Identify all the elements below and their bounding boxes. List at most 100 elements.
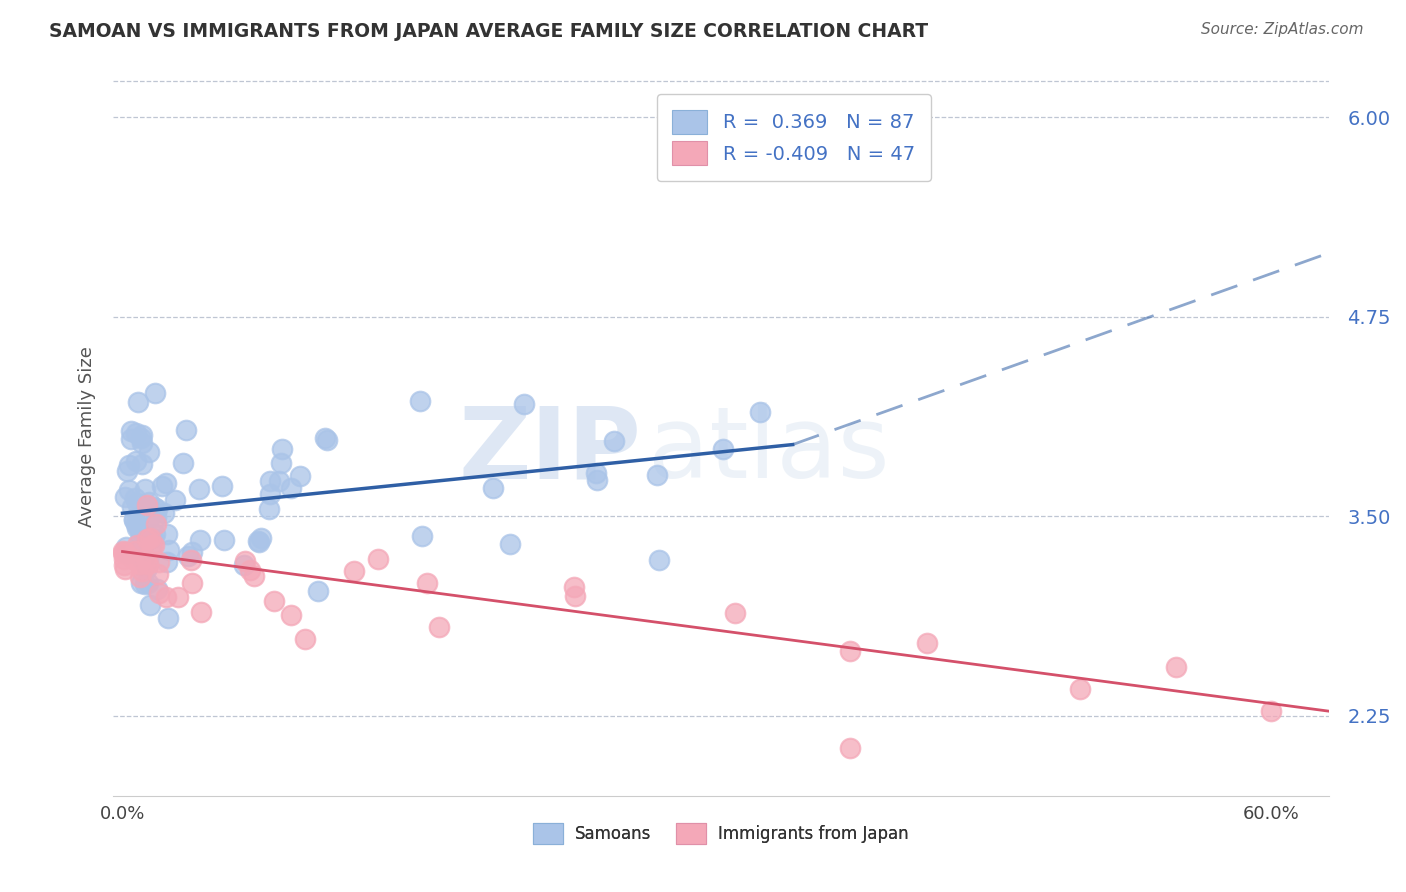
Point xyxy=(146,582,169,596)
Text: SAMOAN VS IMMIGRANTS FROM JAPAN AVERAGE FAMILY SIZE CORRELATION CHART: SAMOAN VS IMMIGRANTS FROM JAPAN AVERAGE … xyxy=(49,22,928,41)
Point xyxy=(124,491,146,505)
Point xyxy=(146,567,169,582)
Point xyxy=(124,544,146,558)
Point xyxy=(139,598,162,612)
Text: Source: ZipAtlas.com: Source: ZipAtlas.com xyxy=(1201,22,1364,37)
Point xyxy=(314,432,336,446)
Point xyxy=(343,564,366,578)
Point xyxy=(118,483,141,498)
Point xyxy=(145,517,167,532)
Point xyxy=(128,533,150,547)
Point xyxy=(143,526,166,541)
Point xyxy=(748,404,770,418)
Point xyxy=(138,445,160,459)
Point xyxy=(839,644,862,658)
Point xyxy=(247,535,270,549)
Point xyxy=(124,516,146,531)
Point xyxy=(127,538,149,552)
Point xyxy=(257,501,280,516)
Point xyxy=(112,546,135,560)
Point xyxy=(1069,681,1091,696)
Point xyxy=(141,537,163,551)
Point xyxy=(146,502,169,516)
Point xyxy=(212,533,235,547)
Point xyxy=(269,474,291,488)
Point xyxy=(259,486,281,500)
Point xyxy=(136,576,159,591)
Point xyxy=(131,428,153,442)
Point xyxy=(190,605,212,619)
Point xyxy=(112,558,135,572)
Point xyxy=(156,555,179,569)
Point xyxy=(121,500,143,514)
Point xyxy=(647,553,669,567)
Point xyxy=(139,543,162,558)
Point xyxy=(122,513,145,527)
Point xyxy=(127,395,149,409)
Point xyxy=(247,533,270,548)
Point xyxy=(129,576,152,591)
Point xyxy=(157,542,180,557)
Point xyxy=(367,552,389,566)
Text: atlas: atlas xyxy=(648,402,890,500)
Point xyxy=(112,551,135,566)
Point xyxy=(155,475,177,490)
Point xyxy=(125,495,148,509)
Point xyxy=(114,491,136,505)
Point xyxy=(290,469,312,483)
Point xyxy=(427,619,450,633)
Point xyxy=(711,442,734,456)
Point xyxy=(129,569,152,583)
Point xyxy=(839,740,862,755)
Point xyxy=(280,481,302,495)
Point xyxy=(156,611,179,625)
Point xyxy=(263,594,285,608)
Point xyxy=(408,393,430,408)
Point xyxy=(585,466,607,480)
Point xyxy=(498,536,520,550)
Point xyxy=(915,636,938,650)
Point xyxy=(645,468,668,483)
Point xyxy=(131,436,153,450)
Point xyxy=(512,396,534,410)
Point xyxy=(181,575,204,590)
Point xyxy=(415,575,437,590)
Point xyxy=(148,586,170,600)
Point xyxy=(150,479,173,493)
Point xyxy=(138,495,160,509)
Point xyxy=(233,558,256,572)
Point xyxy=(270,456,292,470)
Point xyxy=(177,549,200,564)
Point xyxy=(152,506,174,520)
Point xyxy=(134,483,156,497)
Point xyxy=(129,524,152,539)
Point xyxy=(307,584,329,599)
Point xyxy=(131,552,153,566)
Point xyxy=(163,492,186,507)
Point xyxy=(724,607,747,621)
Point xyxy=(145,509,167,524)
Point xyxy=(135,533,157,547)
Point xyxy=(125,521,148,535)
Point xyxy=(174,423,197,437)
Point xyxy=(122,552,145,566)
Point xyxy=(1260,705,1282,719)
Legend: Samoans, Immigrants from Japan: Samoans, Immigrants from Japan xyxy=(524,815,917,852)
Point xyxy=(114,545,136,559)
Point xyxy=(233,553,256,567)
Point xyxy=(142,538,165,552)
Point xyxy=(188,533,211,548)
Point xyxy=(131,564,153,578)
Point xyxy=(120,432,142,446)
Point xyxy=(139,531,162,545)
Point xyxy=(211,479,233,493)
Point xyxy=(120,425,142,439)
Point xyxy=(125,454,148,468)
Point xyxy=(143,500,166,514)
Point xyxy=(167,590,190,604)
Point xyxy=(131,431,153,445)
Point xyxy=(411,529,433,543)
Point xyxy=(564,589,586,603)
Point xyxy=(180,544,202,558)
Point xyxy=(271,442,294,457)
